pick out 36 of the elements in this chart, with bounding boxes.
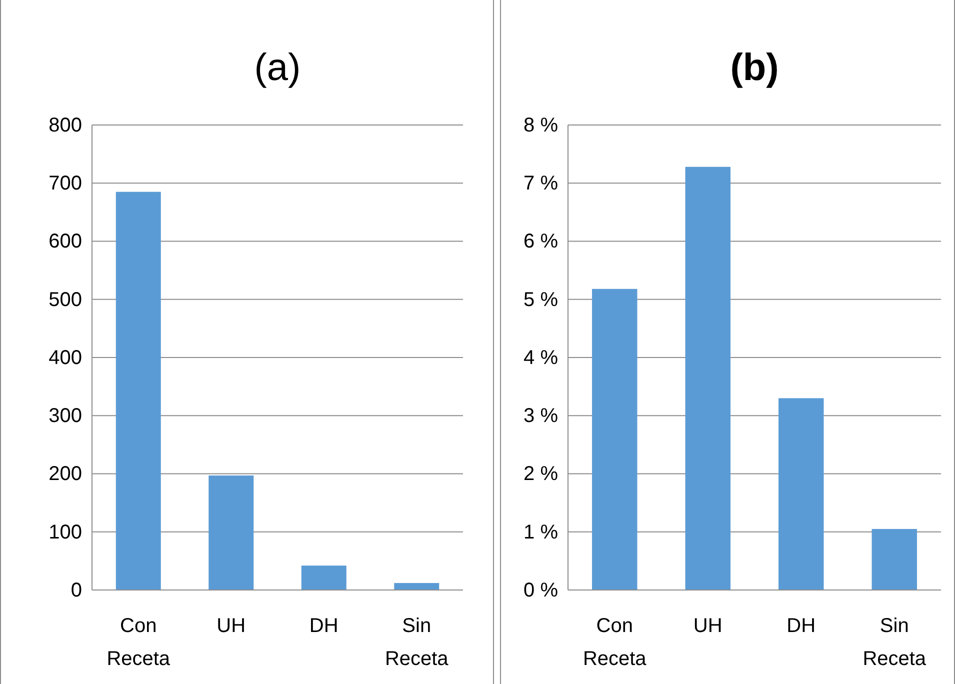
y-tick-label: 600 (48, 230, 82, 253)
bar (592, 288, 638, 590)
y-tick-label: 700 (48, 172, 82, 195)
y-tick-label: 800 (48, 114, 82, 136)
y-tick-label: 100 (48, 521, 82, 544)
y-tick-label: 500 (48, 288, 82, 311)
chart-title: (a) (254, 47, 301, 89)
y-tick-label: 300 (48, 405, 82, 428)
bar (116, 192, 161, 590)
bar (208, 475, 254, 590)
x-tick-label: DH (309, 615, 338, 637)
y-tick-label: 200 (48, 463, 82, 486)
x-tick-label: Sin Receta (862, 615, 927, 670)
y-tick-label: 4 % (524, 346, 558, 369)
x-tick-label: Con Receta (106, 615, 171, 670)
y-tick-label: 400 (48, 346, 82, 369)
chart-title: (b) (730, 47, 779, 89)
y-tick-label: 5 % (524, 288, 558, 311)
y-tick-label: 8 % (524, 114, 558, 136)
bar (778, 398, 824, 590)
y-tick-label: 6 % (524, 230, 558, 253)
y-tick-label: 7 % (524, 172, 558, 195)
bar (301, 566, 346, 590)
bar (685, 166, 730, 590)
bar (872, 528, 917, 590)
bar (394, 583, 440, 590)
y-tick-label: 2 % (524, 463, 558, 486)
x-tick-label: UH (693, 615, 722, 637)
x-tick-label: Sin Receta (384, 615, 450, 670)
x-tick-label: UH (216, 615, 246, 637)
y-tick-label: 1 % (524, 521, 558, 544)
y-tick-label: 0 % (524, 579, 558, 602)
x-tick-label: DH (786, 615, 816, 637)
y-tick-label: 3 % (524, 405, 558, 428)
y-tick-label: 0 (70, 579, 82, 602)
x-tick-label: Con Receta (582, 615, 648, 670)
